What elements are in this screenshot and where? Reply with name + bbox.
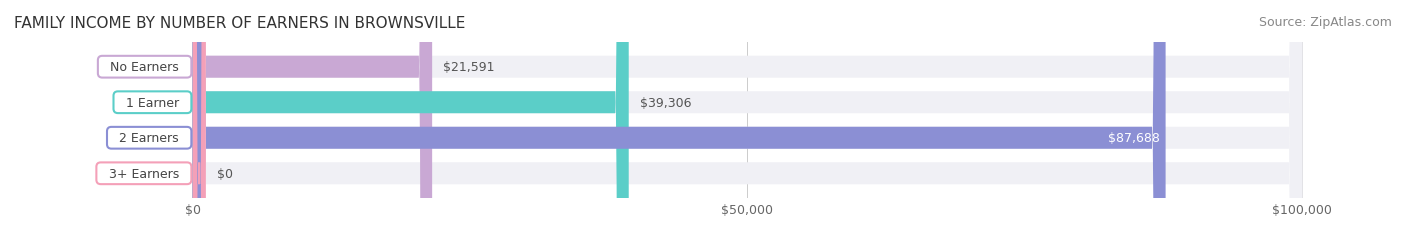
FancyBboxPatch shape <box>193 0 205 231</box>
Text: FAMILY INCOME BY NUMBER OF EARNERS IN BROWNSVILLE: FAMILY INCOME BY NUMBER OF EARNERS IN BR… <box>14 16 465 31</box>
Text: 3+ Earners: 3+ Earners <box>101 167 187 180</box>
FancyBboxPatch shape <box>193 0 628 231</box>
Text: $87,688: $87,688 <box>1108 132 1160 145</box>
Text: 1 Earner: 1 Earner <box>118 96 187 109</box>
Text: $39,306: $39,306 <box>640 96 692 109</box>
FancyBboxPatch shape <box>193 0 1302 231</box>
Text: $0: $0 <box>217 167 233 180</box>
Text: No Earners: No Earners <box>103 61 187 74</box>
FancyBboxPatch shape <box>193 0 1166 231</box>
FancyBboxPatch shape <box>193 0 432 231</box>
Text: 2 Earners: 2 Earners <box>111 132 187 145</box>
FancyBboxPatch shape <box>193 0 1302 231</box>
FancyBboxPatch shape <box>193 0 1302 231</box>
Text: $21,591: $21,591 <box>443 61 495 74</box>
Text: Source: ZipAtlas.com: Source: ZipAtlas.com <box>1258 16 1392 29</box>
FancyBboxPatch shape <box>193 0 1302 231</box>
